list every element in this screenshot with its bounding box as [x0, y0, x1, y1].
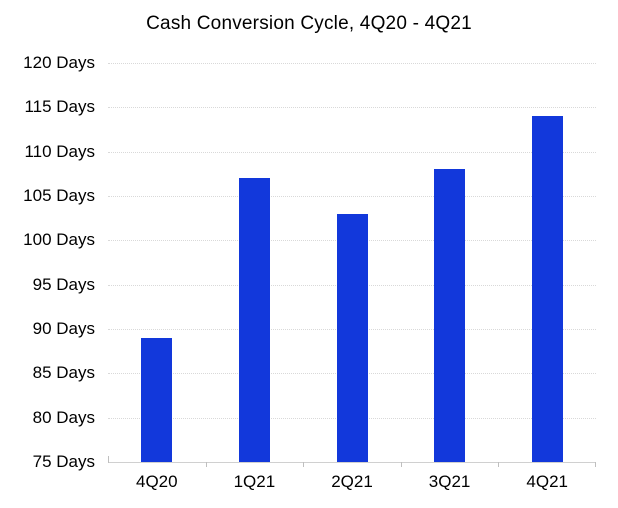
gridline	[108, 196, 596, 197]
y-tick-label: 95 Days	[32, 274, 95, 294]
x-axis-tick	[205, 462, 207, 467]
y-tick-label: 85 Days	[32, 363, 95, 383]
gridline	[108, 63, 596, 64]
x-axis-tick	[498, 462, 500, 467]
chart-title: Cash Conversion Cycle, 4Q20 - 4Q21	[146, 13, 472, 34]
x-axis-tick	[595, 462, 596, 467]
x-tick-label: 4Q21	[526, 472, 568, 491]
x-tick-label: 4Q20	[136, 472, 178, 491]
gridline	[108, 151, 596, 153]
x-axis-tick	[303, 462, 305, 467]
bar-3Q21	[434, 169, 466, 462]
plot-area	[108, 63, 596, 467]
gridline	[108, 107, 596, 109]
x-axis-line	[108, 462, 596, 463]
x-axis-tick	[400, 462, 402, 467]
bar-1Q21	[238, 178, 270, 462]
y-tick-label: 120 Days	[23, 53, 95, 72]
y-tick-label: 110 Days	[24, 141, 95, 161]
x-tick-label: 3Q21	[428, 472, 471, 491]
x-axis-tick	[108, 456, 109, 463]
y-tick-label: 75 Days	[32, 452, 95, 471]
y-tick-label: 105 Days	[23, 186, 95, 205]
x-tick-label: 1Q21	[233, 472, 276, 491]
y-tick-label: 90 Days	[32, 319, 95, 338]
y-tick-label: 115 Days	[24, 97, 95, 117]
bar-2Q21	[336, 213, 368, 462]
bar-4Q21	[531, 116, 563, 462]
y-tick-label: 100 Days	[23, 230, 95, 250]
y-tick-label: 80 Days	[32, 407, 95, 427]
x-tick-label: 2Q21	[331, 472, 373, 491]
bar-4Q20	[141, 337, 173, 462]
